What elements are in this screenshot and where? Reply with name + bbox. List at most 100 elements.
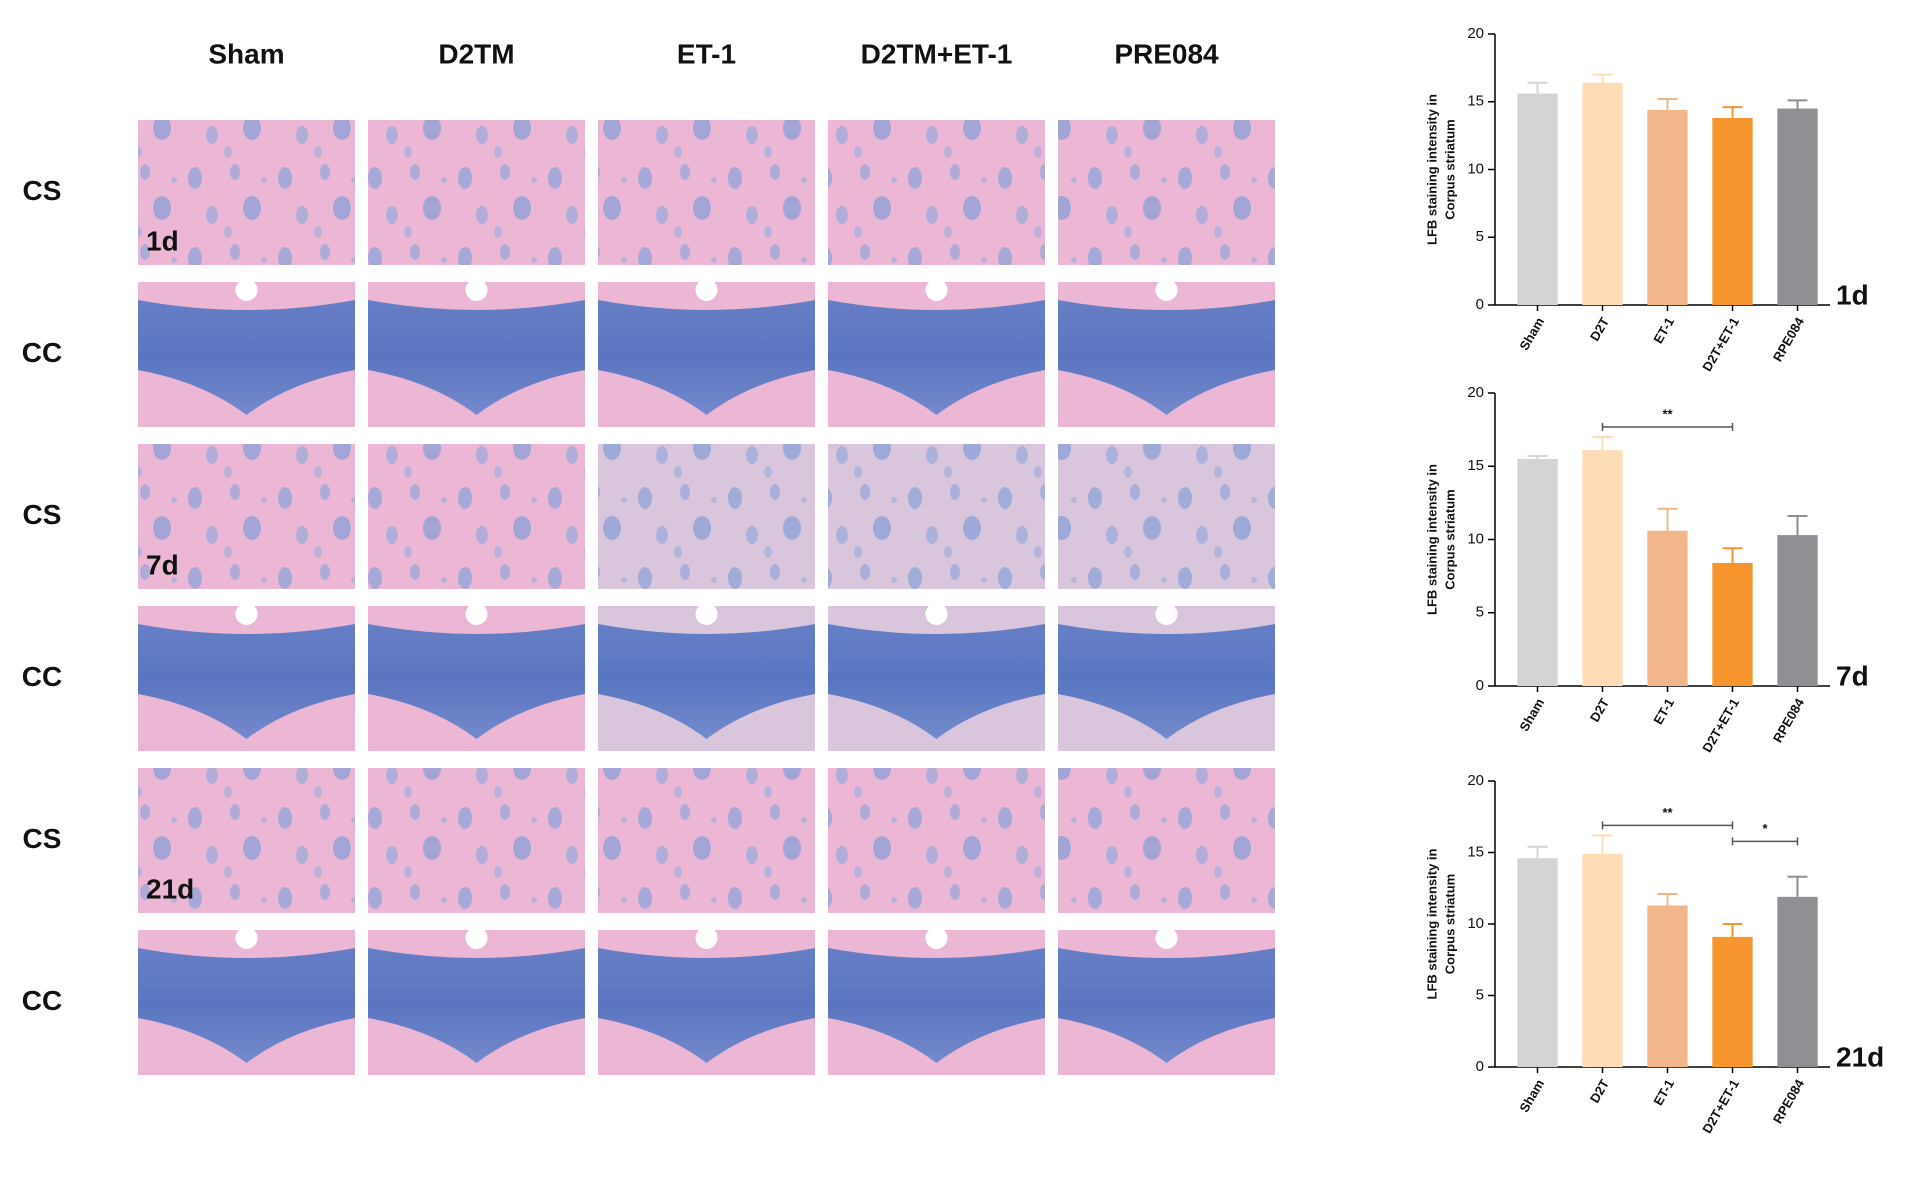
- bar: [1582, 450, 1623, 686]
- bar: [1582, 853, 1623, 1067]
- cells: [368, 768, 585, 913]
- micrograph: [138, 444, 355, 589]
- corpus-callosum: [828, 948, 1045, 1063]
- y-axis-label: LFB staining intensity in: [1424, 848, 1439, 999]
- y-tick-label: 5: [1476, 986, 1484, 1003]
- ventricle: [235, 927, 258, 949]
- y-tick-label: 20: [1467, 772, 1484, 789]
- cells: [368, 120, 585, 265]
- corpus-callosum: [138, 624, 355, 739]
- ventricle: [465, 603, 488, 625]
- corpus-callosum: [1058, 300, 1275, 415]
- x-tick-label: D2T+ET-1: [1699, 315, 1742, 374]
- micrograph: [138, 120, 355, 265]
- cells: [1058, 444, 1275, 589]
- x-tick-label: Sham: [1516, 315, 1547, 353]
- cells: [138, 444, 355, 589]
- y-tick-label: 15: [1467, 457, 1484, 474]
- x-tick-label: D2T+ET-1: [1699, 696, 1742, 755]
- significance-label: *: [1762, 821, 1768, 836]
- bar: [1712, 936, 1753, 1067]
- ventricle: [235, 279, 258, 301]
- column-header: PRE084: [1114, 38, 1219, 69]
- x-tick-label: D2T: [1587, 315, 1612, 344]
- corpus-callosum: [598, 948, 815, 1063]
- row-label: CC: [22, 337, 62, 368]
- micrograph: [828, 927, 1045, 1075]
- micrograph: [368, 768, 585, 913]
- row-label: CS: [23, 823, 62, 854]
- cells: [598, 444, 815, 589]
- ventricle: [925, 279, 948, 301]
- corpus-callosum: [138, 300, 355, 415]
- micrograph: [828, 120, 1045, 265]
- y-tick-label: 10: [1467, 160, 1484, 177]
- micrograph: [138, 279, 355, 427]
- cells: [138, 768, 355, 913]
- x-tick-label: Sham: [1516, 696, 1547, 734]
- bar: [1777, 896, 1818, 1067]
- micrograph: [368, 603, 585, 751]
- micrograph: [598, 279, 815, 427]
- y-tick-label: 10: [1467, 530, 1484, 547]
- x-tick-label: ET-1: [1650, 1077, 1677, 1108]
- column-header: ET-1: [677, 38, 736, 69]
- micrograph: [1058, 444, 1275, 589]
- corpus-callosum: [138, 948, 355, 1063]
- corpus-callosum: [1058, 624, 1275, 739]
- cells: [598, 768, 815, 913]
- bar: [1517, 858, 1558, 1067]
- bar: [1712, 118, 1753, 305]
- micrograph: [1058, 768, 1275, 913]
- timepoint-label: 21d: [146, 873, 194, 904]
- cells: [1058, 768, 1275, 913]
- y-tick-label: 15: [1467, 93, 1484, 110]
- x-tick-label: D2T: [1587, 1077, 1612, 1106]
- y-tick-label: 20: [1467, 384, 1484, 401]
- timepoint-label: 1d: [1836, 279, 1869, 310]
- micrograph: [598, 120, 815, 265]
- corpus-callosum: [598, 624, 815, 739]
- bar: [1777, 108, 1818, 306]
- timepoint-label: 21d: [1836, 1041, 1884, 1072]
- bar: [1582, 82, 1623, 305]
- x-tick-label: D2T+ET-1: [1699, 1077, 1742, 1136]
- y-tick-label: 10: [1467, 915, 1484, 932]
- corpus-callosum: [828, 300, 1045, 415]
- bar: [1647, 905, 1688, 1067]
- micrograph: [598, 444, 815, 589]
- cells: [598, 120, 815, 265]
- y-axis-label: LFB staining intensity in: [1424, 94, 1439, 245]
- micrograph: [1058, 120, 1275, 265]
- y-axis-label: Corpus striatum: [1442, 489, 1457, 589]
- ventricle: [235, 603, 258, 625]
- cells: [138, 120, 355, 265]
- micrograph: [598, 768, 815, 913]
- x-tick-label: Sham: [1516, 1077, 1547, 1115]
- corpus-callosum: [368, 624, 585, 739]
- micrograph: [368, 120, 585, 265]
- x-tick-label: ET-1: [1650, 315, 1677, 346]
- ventricle: [925, 927, 948, 949]
- ventricle: [695, 927, 718, 949]
- ventricle: [465, 279, 488, 301]
- y-axis-label: Corpus striatum: [1442, 874, 1457, 974]
- micrograph: [138, 927, 355, 1075]
- column-header: D2TM+ET-1: [861, 38, 1013, 69]
- row-label: CS: [23, 175, 62, 206]
- micrograph: [1058, 927, 1275, 1075]
- micrograph: [368, 927, 585, 1075]
- significance-label: **: [1662, 805, 1673, 820]
- x-tick-label: RPE084: [1770, 1076, 1808, 1126]
- column-header: D2TM: [438, 38, 514, 69]
- micrograph: [828, 279, 1045, 427]
- x-tick-label: RPE084: [1770, 695, 1808, 745]
- y-axis-label: Corpus striatum: [1442, 119, 1457, 219]
- timepoint-label: 1d: [146, 225, 179, 256]
- y-tick-label: 5: [1476, 228, 1484, 245]
- ventricle: [1155, 279, 1178, 301]
- micrograph: [1058, 279, 1275, 427]
- corpus-callosum: [368, 300, 585, 415]
- micrograph: [368, 444, 585, 589]
